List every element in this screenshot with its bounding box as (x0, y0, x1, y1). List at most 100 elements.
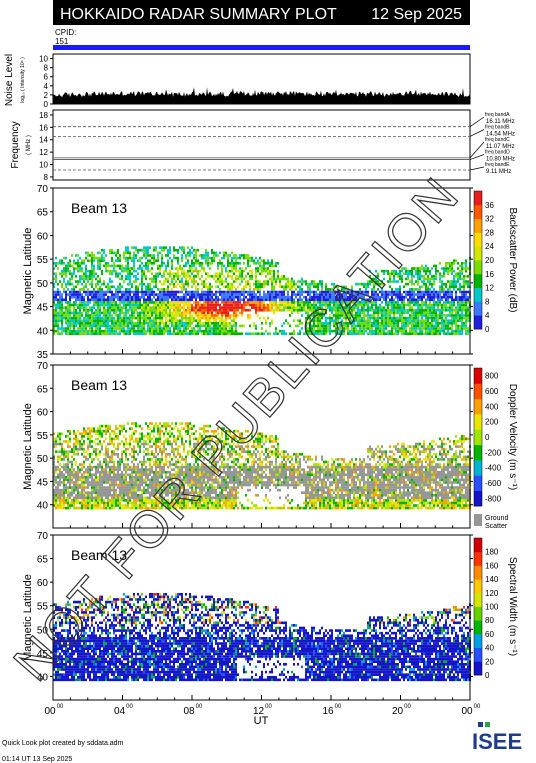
heatmap-cell (95, 481, 97, 484)
heatmap-cell (181, 319, 183, 322)
heatmap-cell (421, 290, 423, 294)
heatmap-cell (135, 324, 137, 328)
heatmap-cell (271, 259, 273, 262)
heatmap-cell (407, 269, 409, 273)
heatmap-cell (251, 275, 253, 278)
heatmap-cell (377, 314, 379, 317)
heatmap-cell (467, 308, 469, 312)
heatmap-cell (87, 290, 89, 294)
heatmap-cell (249, 269, 251, 273)
heatmap-cell (103, 429, 105, 433)
heatmap-cell (253, 301, 255, 304)
heatmap-cell (359, 308, 361, 312)
heatmap-cell (63, 499, 65, 502)
heatmap-cell (301, 290, 303, 294)
heatmap-cell (441, 267, 443, 270)
heatmap-cell (391, 324, 393, 328)
heatmap-cell (59, 499, 61, 502)
heatmap-cell (71, 282, 73, 286)
heatmap-cell (105, 452, 107, 456)
heatmap-cell (91, 429, 93, 433)
heatmap-cell (89, 306, 91, 309)
heatmap-cell (455, 321, 457, 325)
heatmap-cell (141, 285, 143, 289)
heatmap-cell (435, 321, 437, 325)
heatmap-cell (369, 282, 371, 286)
heatmap-cell (373, 314, 375, 317)
heatmap-cell (57, 504, 59, 507)
heatmap-cell (341, 329, 343, 333)
heatmap-cell (139, 295, 141, 299)
heatmap-cell (209, 282, 211, 286)
heatmap-cell (433, 298, 435, 302)
heatmap-cell (107, 452, 109, 456)
heatmap-cell (397, 288, 399, 291)
heatmap-cell (169, 272, 171, 276)
heatmap-cell (299, 306, 301, 309)
heatmap-cell (77, 321, 79, 325)
heatmap-cell (121, 329, 123, 333)
heatmap-cell (199, 298, 201, 302)
heatmap-cell (187, 321, 189, 325)
heatmap-cell (133, 301, 135, 304)
heatmap-cell (91, 269, 93, 273)
heatmap-cell (463, 285, 465, 289)
heatmap-cell (69, 269, 71, 273)
heatmap-cell (155, 246, 157, 249)
heatmap-cell (67, 478, 69, 482)
heatmap-cell (415, 301, 417, 304)
heatmap-cell (237, 275, 239, 278)
heatmap-cell (445, 316, 447, 320)
heatmap-cell (167, 329, 169, 333)
heatmap-cell (91, 324, 93, 328)
heatmap-cell (465, 293, 467, 296)
heatmap-cell (211, 256, 213, 260)
heatmap-cell (233, 301, 235, 304)
heatmap-cell (245, 256, 247, 260)
heatmap-cell (93, 319, 95, 322)
heatmap-cell (325, 293, 327, 296)
heatmap-cell (121, 316, 123, 320)
heatmap-cell (169, 290, 171, 294)
heatmap-cell (291, 277, 293, 281)
heatmap-cell (269, 290, 271, 294)
heatmap-cell (185, 329, 187, 333)
heatmap-cell (333, 285, 335, 289)
heatmap-cell (283, 295, 285, 299)
heatmap-cell (123, 314, 125, 317)
heatmap-cell (181, 288, 183, 291)
heatmap-cell (323, 303, 325, 307)
heatmap-cell (131, 324, 133, 328)
heatmap-cell (183, 301, 185, 304)
heatmap-cell (241, 288, 243, 291)
heatmap-cell (59, 478, 61, 482)
heatmap-cell (431, 332, 433, 336)
heatmap-cell (369, 280, 371, 283)
heatmap-cell (435, 314, 437, 317)
heatmap-cell (151, 267, 153, 270)
heatmap-cell (435, 303, 437, 307)
heatmap-cell (429, 311, 431, 315)
heatmap-cell (105, 303, 107, 307)
heatmap-cell (191, 306, 193, 309)
heatmap-cell (101, 272, 103, 276)
heatmap-cell (379, 282, 381, 286)
heatmap-cell (73, 321, 75, 325)
heatmap-cell (385, 321, 387, 325)
heatmap-cell (149, 288, 151, 291)
colorbar-segment (474, 191, 482, 206)
heatmap-cell (69, 272, 71, 276)
heatmap-cell (129, 290, 131, 294)
heatmap-cell (117, 293, 119, 296)
heatmap-cell (307, 308, 309, 312)
heatmap-cell (97, 432, 99, 436)
heatmap-cell (385, 293, 387, 296)
heatmap-cell (61, 329, 63, 333)
heatmap-cell (69, 476, 71, 479)
heatmap-cell (89, 429, 91, 433)
heatmap-cell (387, 295, 389, 299)
heatmap-cell (173, 285, 175, 289)
heatmap-cell (93, 504, 95, 507)
heatmap-cell (145, 246, 147, 249)
heatmap-cell (391, 303, 393, 307)
